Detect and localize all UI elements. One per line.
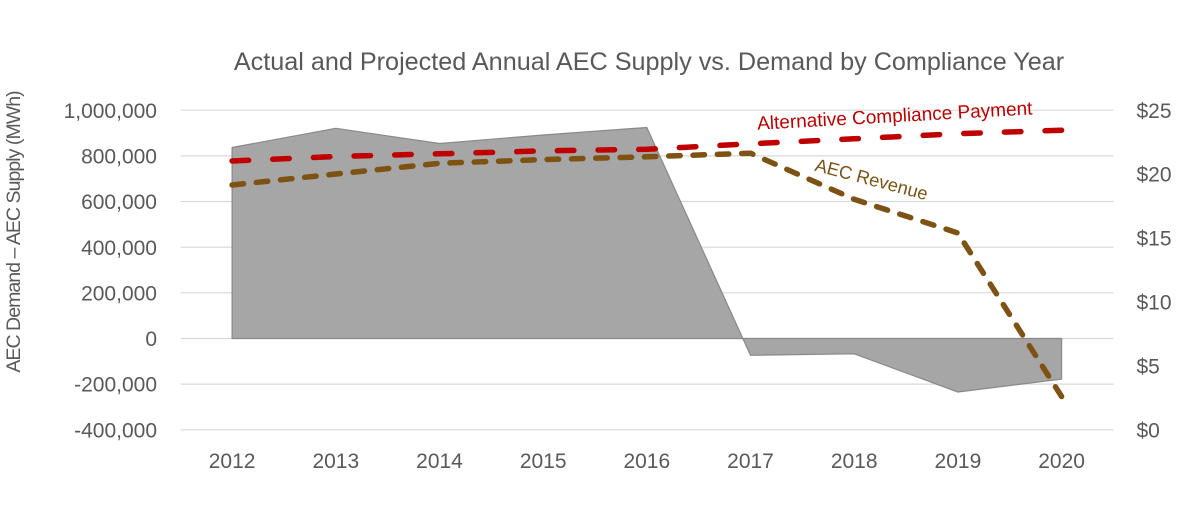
svg-text:1,000,000: 1,000,000 bbox=[64, 100, 157, 123]
svg-text:0: 0 bbox=[145, 328, 157, 351]
svg-text:AEC Demand – AEC Supply (MWh): AEC Demand – AEC Supply (MWh) bbox=[3, 91, 25, 373]
svg-text:200,000: 200,000 bbox=[81, 282, 157, 305]
svg-text:$10: $10 bbox=[1137, 292, 1172, 315]
svg-text:-200,000: -200,000 bbox=[74, 374, 157, 397]
svg-text:2015: 2015 bbox=[520, 450, 567, 473]
svg-text:Actual and Projected Annual AE: Actual and Projected Annual AEC Supply v… bbox=[234, 48, 1064, 76]
svg-text:400,000: 400,000 bbox=[81, 237, 157, 260]
svg-text:800,000: 800,000 bbox=[81, 146, 157, 169]
svg-text:2019: 2019 bbox=[935, 450, 982, 473]
svg-text:2013: 2013 bbox=[312, 450, 359, 473]
svg-text:2018: 2018 bbox=[831, 450, 878, 473]
svg-text:$5: $5 bbox=[1137, 356, 1160, 379]
svg-text:600,000: 600,000 bbox=[81, 191, 157, 214]
svg-text:$20: $20 bbox=[1137, 164, 1172, 187]
svg-text:-400,000: -400,000 bbox=[74, 419, 157, 442]
svg-text:2012: 2012 bbox=[209, 450, 256, 473]
svg-text:2014: 2014 bbox=[416, 450, 463, 473]
svg-text:2017: 2017 bbox=[727, 450, 774, 473]
svg-text:$0: $0 bbox=[1137, 419, 1160, 442]
svg-text:2020: 2020 bbox=[1038, 450, 1085, 473]
svg-text:2016: 2016 bbox=[623, 450, 670, 473]
svg-text:$15: $15 bbox=[1137, 228, 1172, 251]
svg-text:$25: $25 bbox=[1137, 100, 1172, 123]
